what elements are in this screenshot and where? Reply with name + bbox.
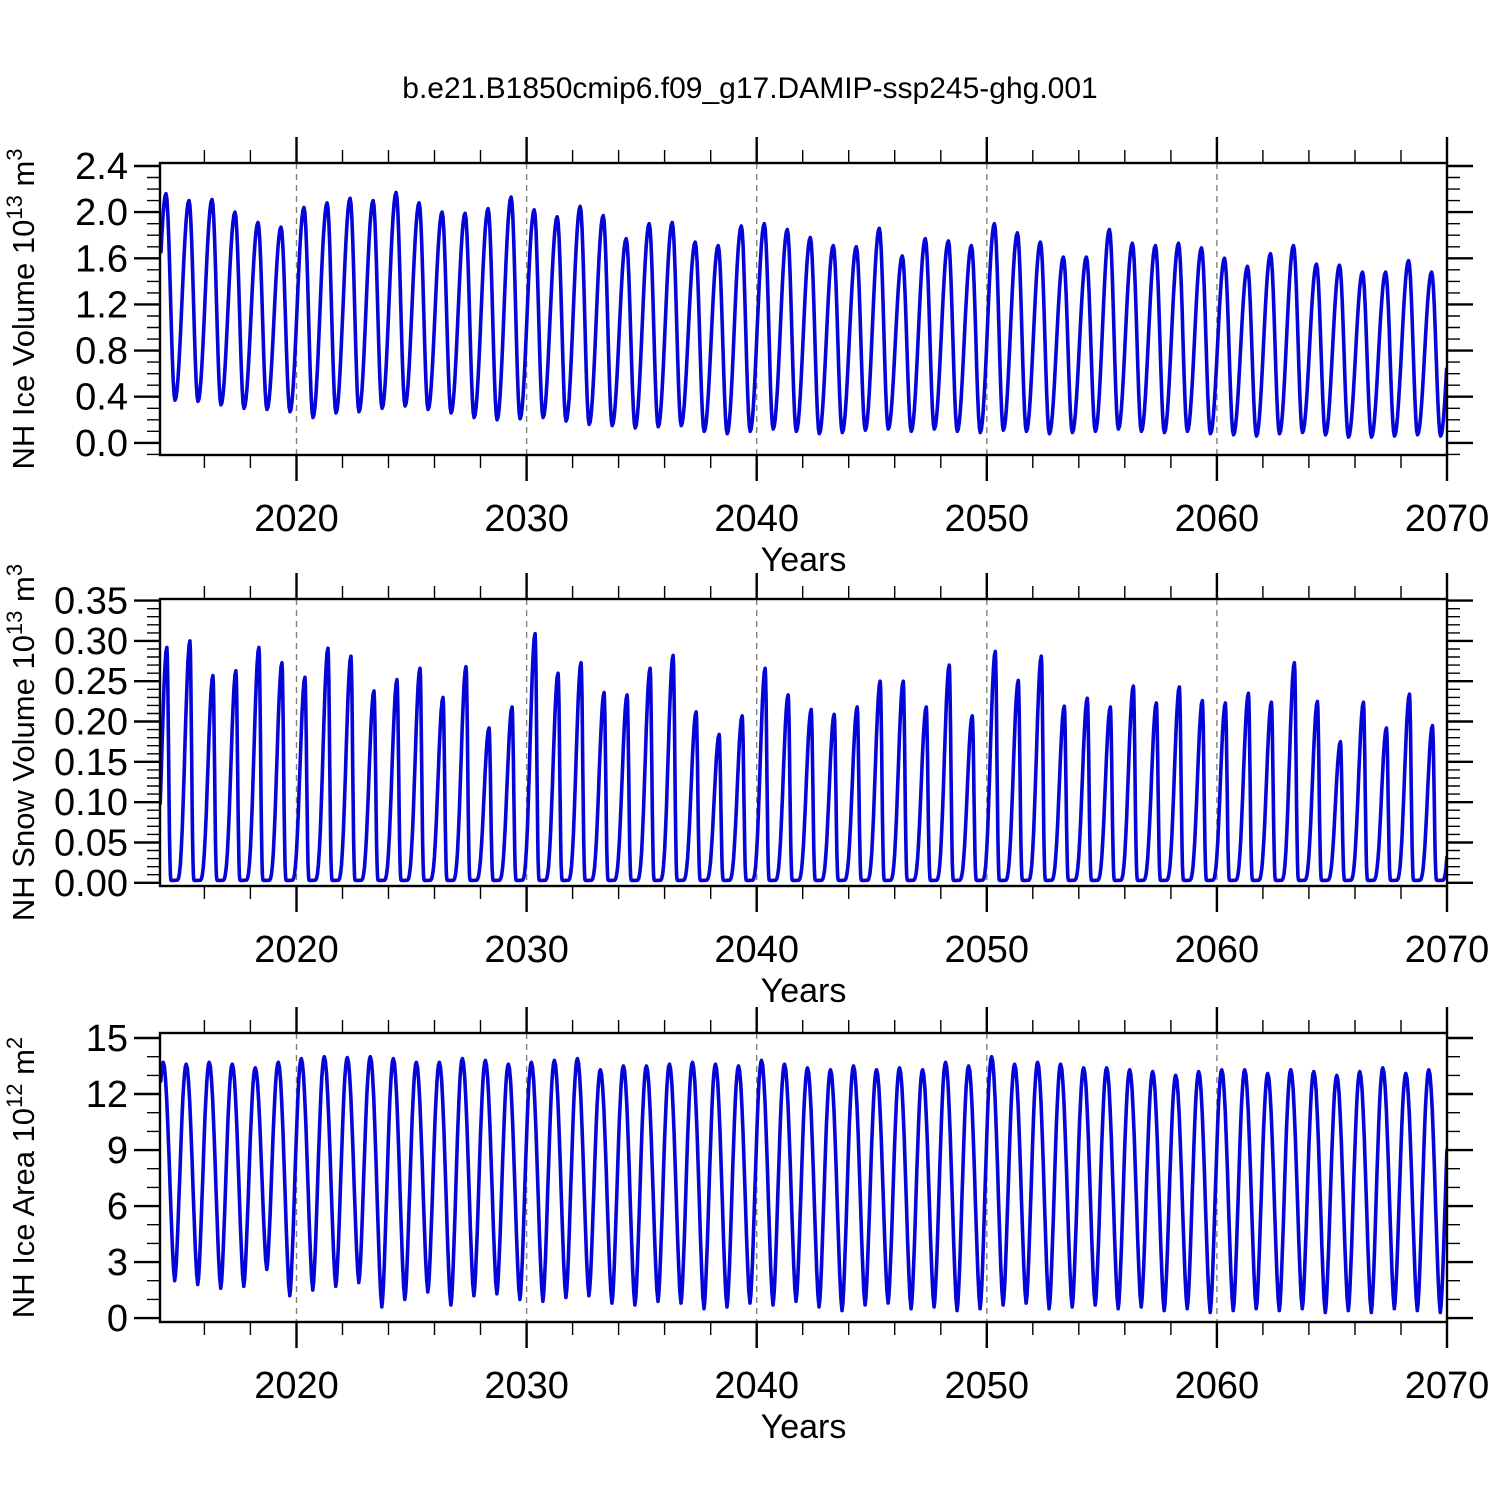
y-tick-label: 0.4 [75, 377, 128, 419]
axis-major-ticks [134, 1007, 1473, 1348]
x-tick-label: 2070 [1405, 498, 1490, 540]
y-tick-label: 0.30 [54, 621, 128, 663]
y-tick-label: 0.8 [75, 331, 128, 373]
x-tick-label: 2070 [1405, 1365, 1490, 1407]
plot-frame [158, 597, 1449, 888]
x-tick-label: 2040 [714, 1365, 799, 1407]
data-line [160, 1054, 1447, 1315]
data-line [160, 190, 1447, 439]
y-tick-label: 9 [107, 1130, 128, 1172]
x-tick-label: 2050 [945, 929, 1030, 971]
panel-nh-snow-volume: 2020 2030 2040 2050 2060 2070Years0.000.050.1… [2, 564, 1489, 1010]
y-tick-label: 6 [107, 1186, 128, 1228]
y-tick-label: 0.10 [54, 782, 128, 824]
axis-major-ticks [134, 137, 1473, 481]
x-axis-title: Years [761, 1408, 847, 1446]
figure-title: b.e21.B1850cmip6.f09_g17.DAMIP-ssp245-gh… [402, 72, 1098, 105]
y-tick-label: 0.00 [54, 863, 128, 905]
y-axis-title: NH Ice Volume 1013 m3 [2, 148, 41, 469]
panel-nh-ice-volume: 2020 2030 2040 2050 2060 2070 Years 0.00.40.8 1.… [2, 137, 1489, 579]
x-tick-label: 2020 [254, 1365, 339, 1407]
y-axis-title: NH Ice Area 1012 m2 [2, 1037, 41, 1318]
x-axis-title: Years [761, 541, 847, 579]
axis-minor-ticks [147, 150, 1460, 468]
x-tick-label: 2060 [1175, 1365, 1260, 1407]
y-tick-label: 0.0 [75, 423, 128, 465]
x-tick-label: 2070 [1405, 929, 1490, 971]
x-tick-label: 2060 [1175, 929, 1260, 971]
y-tick-label: 1.6 [75, 238, 128, 280]
y-axis-title: NH Snow Volume 1013 m3 [2, 564, 41, 921]
y-tick-label: 0.25 [54, 661, 128, 703]
x-tick-label: 2050 [945, 1365, 1030, 1407]
y-tick-label: 1.2 [75, 284, 128, 326]
y-tick-label: 3 [107, 1242, 128, 1284]
panel-nh-ice-area: 2020 2030 2040 2050 2060 2070 Years 0 3 6 9 12 15 NH … [2, 1007, 1489, 1446]
y-tick-label: 0.05 [54, 823, 128, 865]
x-tick-label: 2030 [484, 929, 569, 971]
plot-frame [158, 1031, 1449, 1324]
y-tick-label: 2.4 [75, 146, 128, 188]
y-tick-label: 15 [86, 1018, 128, 1060]
axis-minor-ticks [147, 1020, 1460, 1335]
x-tick-label: 2040 [714, 929, 799, 971]
x-tick-label: 2060 [1175, 498, 1260, 540]
x-axis-title: Years [761, 972, 847, 1010]
axis-minor-ticks [147, 586, 1460, 899]
x-tick-label: 2050 [945, 498, 1030, 540]
x-tick-label: 2020 [254, 929, 339, 971]
x-tick-label: 2020 [254, 498, 339, 540]
x-tick-label: 2030 [484, 498, 569, 540]
y-tick-label: 12 [86, 1074, 128, 1116]
plot-frame [158, 161, 1449, 457]
axis-major-ticks [134, 573, 1473, 912]
y-tick-label: 0.20 [54, 702, 128, 744]
data-line [160, 631, 1447, 883]
y-tick-label: 0 [107, 1298, 128, 1340]
y-tick-label: 2.0 [75, 192, 128, 234]
x-tick-label: 2040 [714, 498, 799, 540]
y-tick-label: 0.35 [54, 581, 128, 623]
x-tick-label: 2030 [484, 1365, 569, 1407]
y-tick-label: 0.15 [54, 742, 128, 784]
